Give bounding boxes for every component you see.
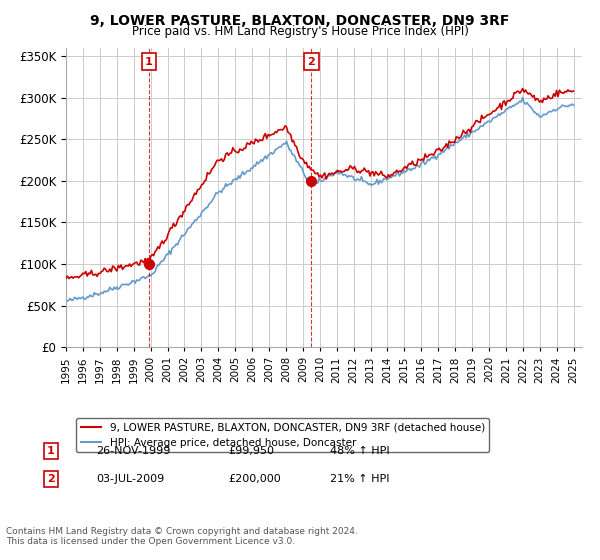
Text: 26-NOV-1999: 26-NOV-1999 <box>96 446 170 456</box>
Legend: 9, LOWER PASTURE, BLAXTON, DONCASTER, DN9 3RF (detached house), HPI: Average pri: 9, LOWER PASTURE, BLAXTON, DONCASTER, DN… <box>76 418 489 452</box>
Text: 48% ↑ HPI: 48% ↑ HPI <box>330 446 389 456</box>
Text: 03-JUL-2009: 03-JUL-2009 <box>96 474 164 484</box>
Text: Price paid vs. HM Land Registry's House Price Index (HPI): Price paid vs. HM Land Registry's House … <box>131 25 469 38</box>
Text: 9, LOWER PASTURE, BLAXTON, DONCASTER, DN9 3RF: 9, LOWER PASTURE, BLAXTON, DONCASTER, DN… <box>91 14 509 28</box>
Text: Contains HM Land Registry data © Crown copyright and database right 2024.
This d: Contains HM Land Registry data © Crown c… <box>6 526 358 546</box>
Text: £99,950: £99,950 <box>228 446 274 456</box>
Text: 1: 1 <box>47 446 55 456</box>
Text: 2: 2 <box>47 474 55 484</box>
Text: 2: 2 <box>307 57 315 67</box>
Text: 21% ↑ HPI: 21% ↑ HPI <box>330 474 389 484</box>
Text: 1: 1 <box>145 57 153 67</box>
Text: £200,000: £200,000 <box>228 474 281 484</box>
